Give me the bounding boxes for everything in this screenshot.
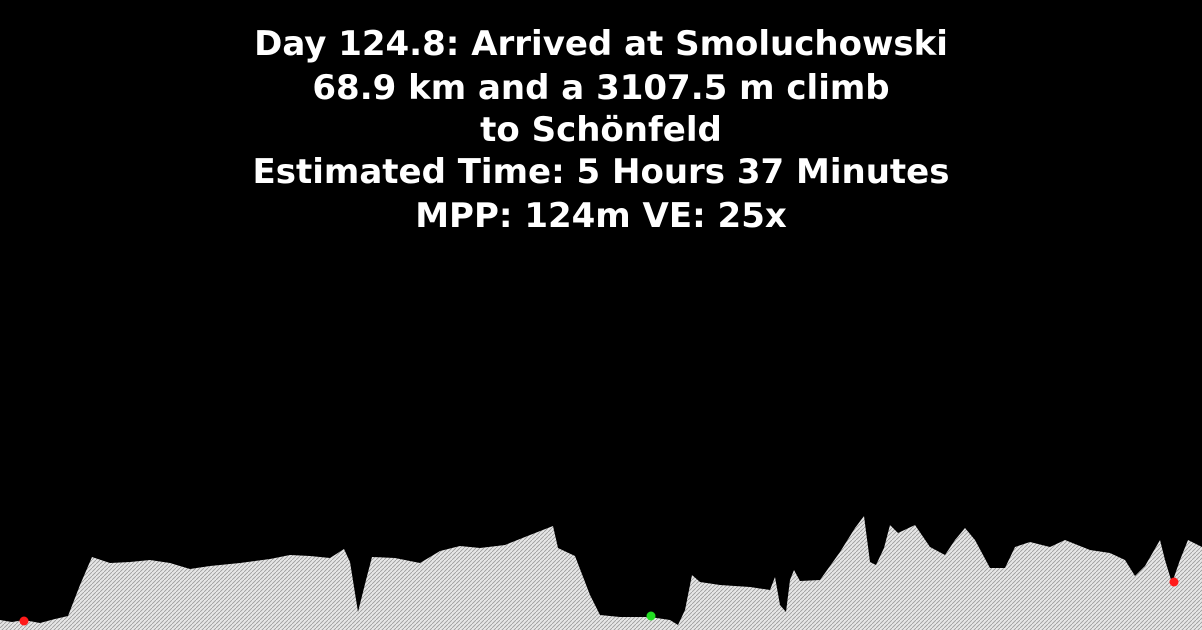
mpp-ve-text: MPP: 124m VE: 25x <box>415 196 787 236</box>
end-marker-dot <box>1169 577 1179 587</box>
distance-climb-text: 68.9 km and a 3107.5 m climb <box>312 68 890 108</box>
estimated-time-text: Estimated Time: 5 Hours 37 Minutes <box>252 152 950 192</box>
day-arrival-title: Day 124.8: Arrived at Smoluchowski <box>254 24 948 64</box>
current-position-dot <box>646 611 656 621</box>
terrain-area <box>0 516 1202 630</box>
route-header: Day 124.8: Arrived at Smoluchowski 68.9 … <box>0 22 1202 238</box>
start-marker-dot <box>19 616 29 626</box>
destination-text: to Schönfeld <box>480 110 722 150</box>
